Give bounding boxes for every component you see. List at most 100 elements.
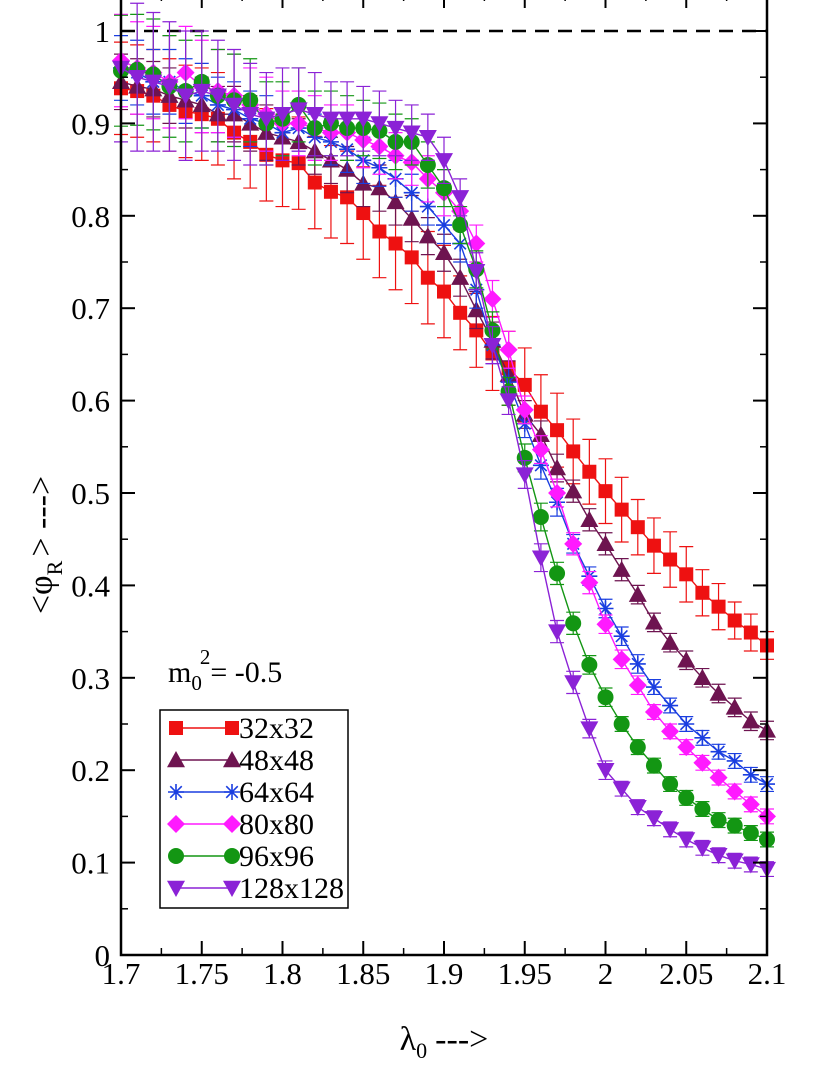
x-tick-label: 2.05 <box>659 956 713 991</box>
data-point <box>483 289 502 308</box>
legend-label: 64x64 <box>239 776 314 809</box>
data-point <box>435 243 453 260</box>
x-tick-label: 1.8 <box>263 956 302 991</box>
legend-label: 48x48 <box>239 744 314 777</box>
data-point <box>711 599 726 614</box>
series-32x32 <box>114 41 774 660</box>
legend-entry-80x80: 80x80 <box>167 808 314 841</box>
data-point <box>192 83 211 101</box>
x-tick-label: 1.9 <box>425 956 464 991</box>
series-layer <box>112 0 776 879</box>
data-point <box>305 106 324 124</box>
legend-marker <box>223 880 241 897</box>
data-point <box>437 284 451 299</box>
data-point <box>678 789 695 806</box>
data-point <box>614 502 629 517</box>
legend-entry-64x64: 64x64 <box>168 776 314 809</box>
legend-label: 128x128 <box>239 872 344 905</box>
data-point <box>403 184 420 201</box>
data-point <box>340 190 355 205</box>
mass-annotation-rest: = -0.5 <box>210 656 282 689</box>
data-point <box>307 175 322 190</box>
data-point <box>742 825 759 842</box>
legend-marker <box>224 848 240 864</box>
data-point <box>515 400 534 419</box>
legend-entry-48x48: 48x48 <box>167 744 314 777</box>
legend-marker <box>225 721 239 735</box>
data-point <box>435 153 453 170</box>
data-point <box>630 520 645 535</box>
data-point <box>580 721 599 738</box>
data-point <box>499 340 518 359</box>
data-point <box>628 585 647 602</box>
data-point <box>661 822 680 839</box>
series-80x80 <box>112 13 776 826</box>
data-point <box>517 377 532 392</box>
data-point <box>386 120 405 138</box>
data-point <box>709 848 728 865</box>
data-point <box>451 268 470 285</box>
data-point <box>726 817 743 834</box>
data-point <box>388 236 403 251</box>
data-point <box>709 768 728 787</box>
data-point <box>356 206 371 221</box>
data-point <box>386 192 405 210</box>
data-point <box>499 393 518 410</box>
y-tick-label: 0.4 <box>71 568 110 603</box>
x-tick-label: 1.95 <box>498 956 552 991</box>
legend-label: 80x80 <box>239 808 314 841</box>
data-point <box>404 250 419 265</box>
data-point <box>694 801 711 818</box>
data-point <box>402 125 421 142</box>
data-point <box>176 88 195 105</box>
data-point <box>725 782 744 801</box>
data-point <box>531 550 550 567</box>
data-point <box>645 757 662 774</box>
mass-annotation-main: m <box>168 656 191 689</box>
data-point <box>741 795 760 814</box>
data-point <box>693 753 712 772</box>
data-point <box>532 457 549 474</box>
data-point <box>709 684 728 701</box>
x-tick-label: 1.75 <box>175 956 229 991</box>
data-point <box>661 633 680 650</box>
data-point <box>565 615 582 632</box>
data-point <box>598 484 613 499</box>
data-point <box>581 656 598 673</box>
data-point <box>273 106 292 124</box>
data-point <box>225 97 244 114</box>
mass-annotation: m02= -0.5 <box>168 645 282 695</box>
y-axis-title-tail: > ---> <box>23 476 60 557</box>
data-point <box>436 180 452 197</box>
legend-marker <box>223 815 241 833</box>
legend-entry-128x128: 128x128 <box>167 872 344 905</box>
legend-entry-96x96: 96x96 <box>168 840 314 873</box>
legend-marker <box>167 751 185 768</box>
data-point <box>612 650 631 669</box>
data-point <box>644 811 663 828</box>
data-point <box>323 184 338 199</box>
mass-annotation-sub: 0 <box>191 671 202 695</box>
data-point <box>628 676 647 695</box>
legend-marker <box>167 815 185 833</box>
data-point <box>597 600 614 617</box>
data-point <box>644 613 663 630</box>
data-point <box>612 781 631 798</box>
data-point <box>693 840 712 857</box>
data-point <box>582 464 597 479</box>
data-point <box>580 510 599 527</box>
legend-marker <box>168 784 184 800</box>
data-point <box>727 613 742 628</box>
data-point <box>419 156 436 173</box>
x-axis-title: λ0 ---> <box>400 1021 489 1063</box>
data-point <box>725 698 744 715</box>
data-point <box>597 689 614 706</box>
mass-annotation-sup: 2 <box>200 645 211 669</box>
y-tick-label: 1 <box>95 14 111 49</box>
data-point <box>662 776 679 793</box>
legend-marker <box>169 721 183 735</box>
legend-label: 32x32 <box>239 712 314 745</box>
data-point <box>531 440 550 459</box>
data-point <box>354 111 373 128</box>
